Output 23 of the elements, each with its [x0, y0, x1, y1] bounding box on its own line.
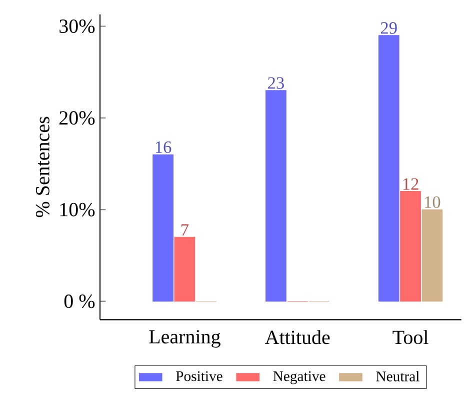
y-tick-label: 30% — [60, 19, 95, 34]
bar — [400, 191, 421, 302]
y-axis-title: % Sentences — [36, 116, 50, 218]
y-tick-label: 10% — [60, 202, 95, 216]
legend-label: Negative — [273, 371, 326, 384]
data-label: 29 — [380, 22, 397, 34]
data-label: 16 — [156, 141, 172, 154]
data-label: 10 — [425, 196, 440, 208]
legend-label: Positive — [176, 371, 222, 382]
y-tick-label: 0 % — [64, 294, 95, 308]
bar — [378, 35, 400, 302]
data-label: 12 — [403, 178, 418, 190]
bar — [266, 90, 286, 302]
y-tick-label: 20% — [60, 111, 95, 125]
x-tick-label: Attitude — [265, 330, 330, 344]
bar — [152, 154, 174, 302]
data-label: 7 — [182, 224, 189, 236]
legend-label: Neutral — [376, 371, 420, 382]
bar — [174, 236, 196, 302]
data-label: 23 — [268, 77, 284, 89]
bar — [422, 209, 443, 302]
x-tick-label: Tool — [392, 330, 428, 344]
x-tick-label: Learning — [149, 330, 220, 348]
